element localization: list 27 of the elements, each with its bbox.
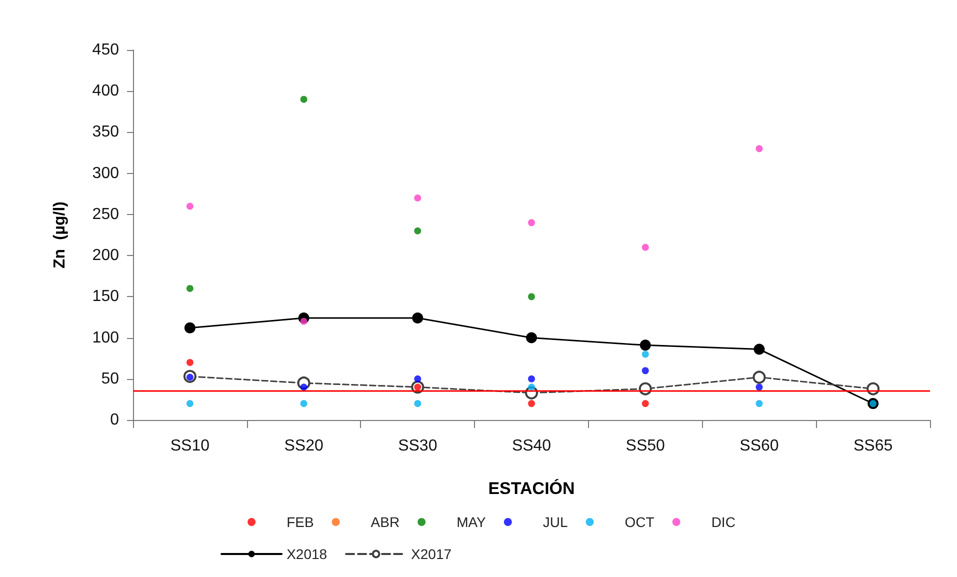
x-tick-label: SS30 (398, 438, 438, 454)
y-tick-label: 150 (92, 288, 120, 306)
y-tick-label: 0 (110, 412, 120, 428)
y-tick-label: 100 (92, 329, 120, 346)
x-tick-label: SS40 (512, 438, 552, 454)
legend-label: OCT (624, 514, 655, 530)
x-tick-label: SS60 (740, 438, 779, 454)
x-tick-label: SS20 (284, 438, 324, 454)
y-tick-label: 450 (92, 42, 120, 58)
x-tick-label: SS50 (626, 438, 666, 454)
legend-label: JUL (542, 514, 568, 530)
y-tick-label: 350 (92, 124, 120, 141)
y-tick-label: 50 (101, 370, 120, 388)
y-tick-label: 300 (92, 164, 120, 182)
x-tick-label: SS10 (170, 438, 210, 454)
y-tick-label: 400 (92, 82, 120, 100)
legend-label: DIC (711, 514, 736, 530)
legend-label: MAY (456, 514, 487, 530)
legend-label: X2018 (286, 546, 328, 562)
y-axis-title: Zn (µg/l) (52, 202, 68, 268)
legend-label: X2017 (411, 546, 452, 562)
x-axis-title: ESTACIÓN (488, 478, 575, 498)
y-tick-label: 250 (92, 206, 120, 223)
legend-label: ABR (370, 514, 400, 530)
x-tick-label: SS65 (854, 438, 893, 454)
legend-label: FEB (286, 514, 314, 530)
y-tick-label: 200 (92, 247, 120, 264)
